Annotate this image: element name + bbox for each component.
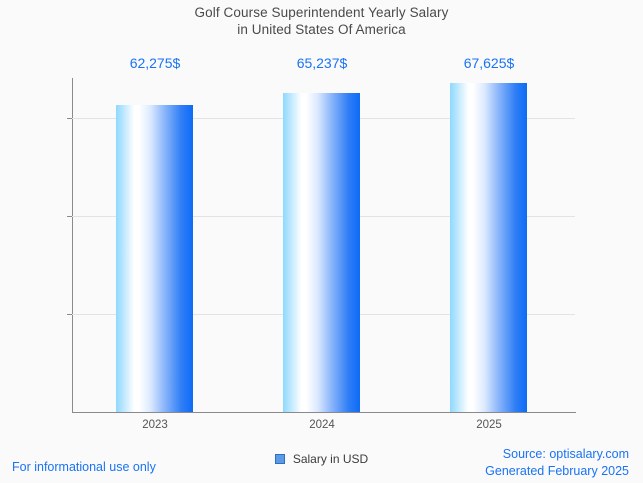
bar-2025[interactable] — [450, 83, 527, 412]
bar-value-label-2023: 62,275$ — [129, 55, 181, 71]
x-tick-label-2025: 2025 — [476, 419, 502, 431]
y-tick-mark-60000 — [67, 118, 72, 119]
disclaimer-text: For informational use only — [12, 460, 156, 474]
bar-value-label-2025: 67,625$ — [463, 55, 515, 71]
chart-legend: Salary in USD — [0, 452, 643, 466]
y-axis-line — [72, 78, 73, 413]
source-link[interactable]: Source: optisalary.com — [502, 447, 629, 461]
x-tick-label-2023: 2023 — [142, 419, 168, 431]
y-tick-mark-20000 — [67, 314, 72, 315]
bar-2024[interactable] — [283, 93, 360, 412]
chart-title-line-2: in United States Of America — [237, 22, 406, 37]
legend-color-swatch-icon — [274, 454, 285, 464]
source-attribution: Source: optisalary.com Generated Februar… — [485, 446, 629, 480]
legend-item-label[interactable]: Salary in USD — [292, 452, 369, 466]
chart-title-line-1: Golf Course Superintendent Yearly Salary — [194, 5, 449, 20]
y-tick-mark-40000 — [67, 216, 72, 217]
bar-value-label-2024: 65,237$ — [296, 55, 348, 71]
x-tick-label-2024: 2024 — [309, 419, 335, 431]
x-axis-line — [72, 412, 576, 413]
plot-area — [67, 78, 575, 412]
generated-date: Generated February 2025 — [485, 464, 629, 478]
bar-2023[interactable] — [116, 105, 193, 412]
chart-title: Golf Course Superintendent Yearly Salary… — [0, 4, 643, 38]
